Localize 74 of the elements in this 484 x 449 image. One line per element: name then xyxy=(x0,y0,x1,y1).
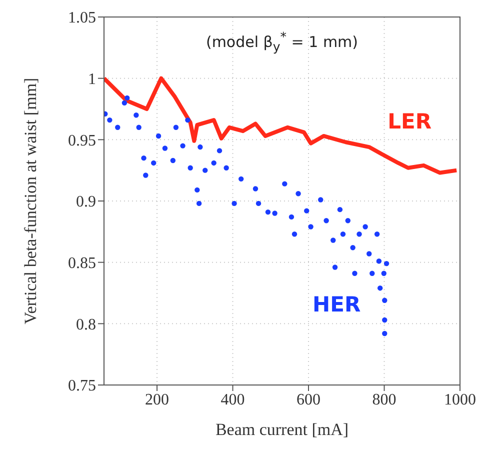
y-tick-label: 1 xyxy=(88,71,96,88)
point xyxy=(362,224,368,230)
point xyxy=(224,165,229,170)
y-tick-label: 0.8 xyxy=(76,316,96,334)
point xyxy=(124,95,130,101)
x-tick-label: 400 xyxy=(220,391,245,408)
point xyxy=(304,208,310,214)
point xyxy=(252,186,258,192)
point xyxy=(134,112,139,118)
point xyxy=(384,260,390,266)
point xyxy=(382,317,388,323)
point xyxy=(107,117,112,123)
point xyxy=(308,224,314,230)
line-series xyxy=(104,76,459,175)
point xyxy=(256,200,262,206)
point xyxy=(292,232,298,237)
x-tick-label: 1000 xyxy=(444,391,476,408)
point xyxy=(296,191,301,196)
y-axis-title: Vertical beta-function at waist [mm] xyxy=(21,78,40,324)
point xyxy=(211,160,216,166)
point xyxy=(115,124,120,130)
point xyxy=(324,218,329,224)
point xyxy=(318,197,324,202)
point xyxy=(337,206,343,212)
point xyxy=(136,124,142,130)
point xyxy=(272,210,278,216)
point xyxy=(198,144,203,150)
point xyxy=(282,181,288,186)
point xyxy=(332,264,338,270)
series-label: HER xyxy=(312,292,361,316)
point xyxy=(216,148,222,154)
point xyxy=(180,143,186,148)
y-tick-label: 0.75 xyxy=(68,378,96,395)
point xyxy=(265,209,271,215)
point xyxy=(232,200,237,206)
x-axis-title: Beam current [mA] xyxy=(215,420,349,440)
point xyxy=(202,168,208,173)
point xyxy=(173,124,179,130)
point xyxy=(141,155,146,161)
point xyxy=(330,238,336,243)
point xyxy=(345,218,350,224)
point xyxy=(374,232,380,237)
x-tick-label: 200 xyxy=(145,391,170,408)
y-tick-label: 0.95 xyxy=(68,132,96,150)
point xyxy=(238,176,244,182)
y-tick-label: 0.9 xyxy=(76,194,96,211)
point xyxy=(356,232,362,237)
point xyxy=(156,133,162,139)
point xyxy=(382,298,388,303)
point xyxy=(188,165,193,170)
point xyxy=(382,330,388,336)
y-tick-label: 0.85 xyxy=(68,255,96,272)
point xyxy=(196,200,202,206)
annotation: (model β$_{y}$$^{*}$ = 1 mm) xyxy=(204,29,360,54)
point xyxy=(170,158,176,164)
point xyxy=(352,270,358,276)
point xyxy=(151,160,156,166)
point xyxy=(377,285,383,291)
series-label: LER xyxy=(388,109,432,134)
point xyxy=(143,172,148,178)
point xyxy=(350,245,356,250)
point xyxy=(370,270,375,276)
point xyxy=(122,100,128,106)
point xyxy=(340,232,346,237)
point xyxy=(376,258,382,264)
point xyxy=(162,146,168,151)
x-tick-label: 800 xyxy=(372,391,396,408)
point xyxy=(366,251,372,256)
point xyxy=(381,270,386,276)
point xyxy=(185,117,190,123)
point xyxy=(288,214,294,220)
x-tick-label: 600 xyxy=(296,391,321,408)
y-tick-label: 1.05 xyxy=(68,10,96,27)
point xyxy=(194,187,200,193)
